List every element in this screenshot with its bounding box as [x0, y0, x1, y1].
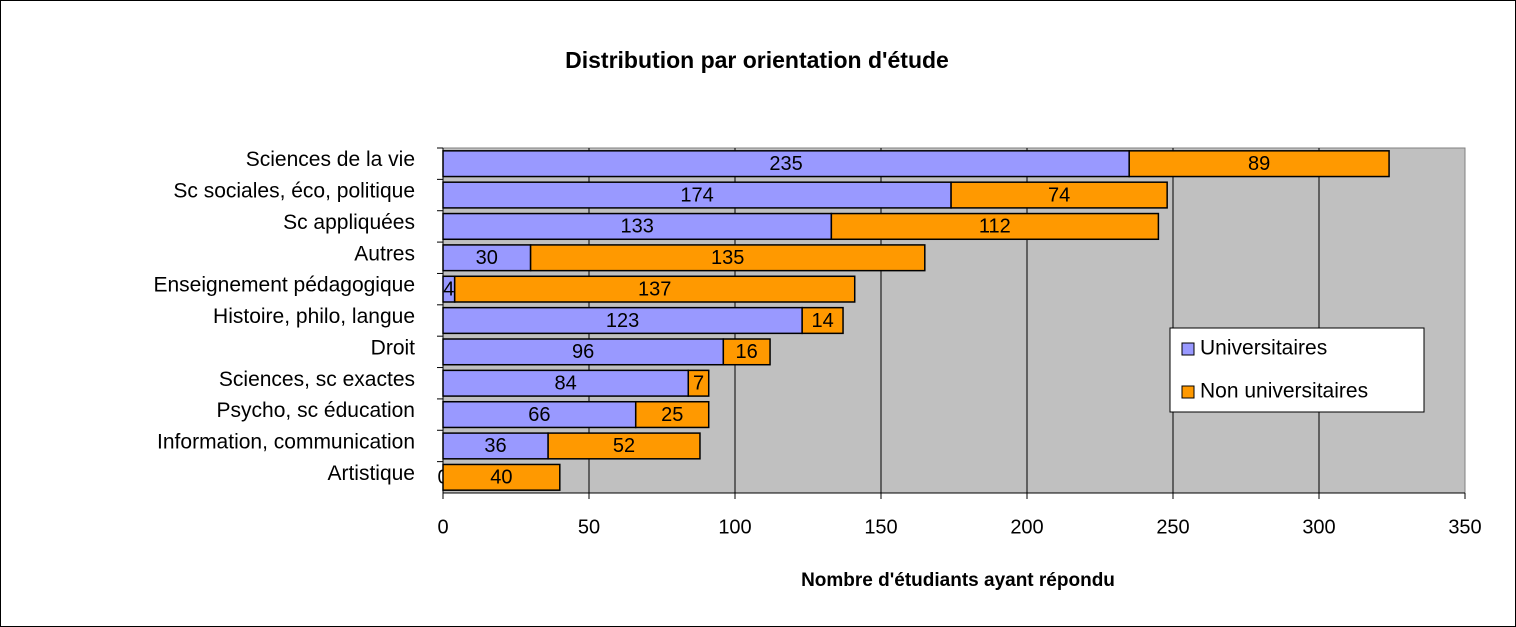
bar-segment [830, 212, 1160, 241]
data-label: 89 [1248, 153, 1270, 175]
x-tick-label: 350 [1448, 516, 1481, 538]
x-tick-label: 200 [1010, 516, 1043, 538]
y-tick-label: Droit [371, 336, 416, 359]
y-tick-label: Artistique [327, 462, 415, 485]
y-tick-label: Enseignement pédagogique [153, 274, 415, 297]
bar-segment [442, 338, 725, 366]
bar-segment [442, 400, 637, 429]
data-label: 74 [1048, 184, 1070, 206]
y-tick-label: Sciences, sc exactes [219, 368, 415, 391]
data-label: 112 [979, 216, 1011, 238]
bar-segment [687, 369, 710, 397]
y-tick-label: Autres [354, 242, 415, 265]
bar-segment [547, 432, 701, 460]
data-label: 133 [620, 216, 653, 238]
bar-segment [634, 400, 710, 429]
data-label: 84 [555, 373, 577, 395]
data-label: 14 [811, 310, 833, 332]
data-label: 52 [613, 435, 635, 457]
data-label: 135 [711, 247, 744, 269]
data-label: 7 [693, 373, 704, 395]
bar-segment [453, 275, 856, 303]
bar-segment [442, 150, 1130, 178]
x-tick-label: 150 [864, 516, 897, 538]
data-label: 123 [606, 310, 639, 332]
x-axis-title: Nombre d'étudiants ayant répondu [801, 570, 1115, 591]
data-label: 137 [638, 278, 671, 300]
bar-segment [950, 181, 1168, 209]
data-label: 4 [443, 278, 454, 300]
y-tick-label: Sciences de la vie [246, 148, 415, 171]
y-tick-label: Psycho, sc éducation [217, 399, 415, 422]
data-label: 235 [769, 153, 802, 175]
legend-swatch [1181, 342, 1195, 356]
bar-segment [442, 463, 561, 491]
legend-swatch [1181, 385, 1195, 399]
x-tick-label: 250 [1156, 516, 1189, 538]
x-tick-label: 50 [578, 516, 600, 538]
data-label: 40 [490, 467, 512, 489]
data-label: 174 [680, 184, 713, 206]
bar-segment [529, 244, 926, 272]
y-tick-label: Sc sociales, éco, politique [173, 180, 415, 203]
y-tick-label: Sc appliquées [283, 211, 415, 234]
y-tick-label: Histoire, philo, langue [213, 305, 415, 328]
bar-segment [442, 306, 803, 335]
chart-title: Distribution par orientation d'étude [565, 47, 949, 73]
bar-segment [801, 306, 844, 335]
bar-segment [722, 338, 771, 366]
data-label: 30 [476, 247, 498, 269]
x-tick-label: 300 [1302, 516, 1335, 538]
bar-segment [1128, 150, 1390, 178]
data-label: 36 [484, 435, 506, 457]
x-tick-label: 0 [437, 516, 448, 538]
data-label: 25 [661, 404, 683, 426]
legend-label: Universitaires [1200, 337, 1327, 360]
y-tick-label: Information, communication [157, 431, 415, 454]
x-tick-label: 100 [718, 516, 751, 538]
legend-box [1169, 327, 1425, 413]
data-label: 66 [528, 404, 550, 426]
bar-segment [442, 369, 690, 397]
legend-label: Non universitaires [1200, 380, 1368, 403]
data-label: 16 [736, 341, 758, 363]
data-label: 96 [572, 341, 594, 363]
bar-segment [442, 212, 833, 241]
